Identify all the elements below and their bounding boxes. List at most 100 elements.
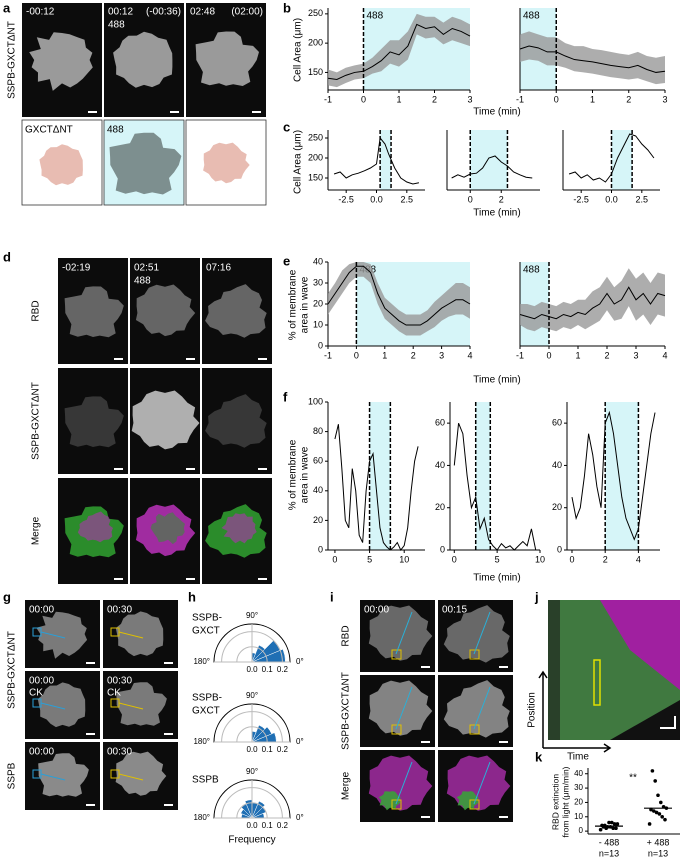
cell bbox=[221, 513, 257, 544]
r-tick-label: 0.0 bbox=[246, 745, 258, 754]
x-tick-label: -1 bbox=[516, 94, 524, 104]
light-region bbox=[470, 130, 508, 190]
cell bbox=[109, 132, 182, 195]
row-label: SSPB bbox=[7, 762, 18, 789]
y-axis-label: RBD extinction bbox=[550, 774, 560, 830]
light-region bbox=[605, 402, 639, 550]
polar-frame bbox=[213, 623, 291, 663]
y-tick-label: 200 bbox=[308, 38, 323, 48]
plot-title: SSPB- bbox=[192, 613, 222, 624]
rose-bar bbox=[251, 644, 266, 663]
direction bbox=[473, 686, 491, 730]
y-tick-label: 20 bbox=[313, 298, 323, 308]
ref-time: (02:00) bbox=[231, 7, 263, 18]
y-tick-label: 40 bbox=[313, 485, 323, 495]
x-tick-label: 0 bbox=[332, 554, 337, 564]
panel-label: d bbox=[3, 249, 11, 264]
row-label: SSPB-GXCTΔNT bbox=[7, 631, 18, 709]
panel-label: g bbox=[3, 589, 11, 604]
plot-title: SSPB- bbox=[192, 693, 222, 704]
x-tick-label: 1 bbox=[575, 350, 580, 360]
scale-bar bbox=[660, 716, 676, 729]
data-line bbox=[453, 422, 537, 551]
y-tick-label: 10 bbox=[574, 812, 583, 821]
cell bbox=[115, 611, 164, 657]
x-tick-label: 2 bbox=[432, 94, 437, 104]
y-tick-label: 10 bbox=[313, 319, 323, 329]
cell bbox=[150, 512, 185, 545]
x-tick-label: 2 bbox=[499, 194, 504, 204]
data-point bbox=[612, 822, 617, 826]
plot-title: SSPB bbox=[192, 775, 219, 786]
plot-title: GXCT bbox=[192, 706, 220, 717]
roi bbox=[469, 799, 480, 810]
x-tick-label: -2.5 bbox=[338, 194, 354, 204]
direction bbox=[40, 702, 66, 710]
x-tick-label: 2.5 bbox=[636, 194, 649, 204]
time-stamp: 02:51 bbox=[134, 263, 159, 274]
data-point bbox=[653, 779, 657, 783]
n-label: n=13 bbox=[648, 848, 668, 858]
cell bbox=[135, 284, 196, 337]
time-stamp: 07:16 bbox=[206, 263, 231, 274]
cell bbox=[368, 605, 433, 661]
y-tick-label: 40 bbox=[574, 769, 583, 778]
cell bbox=[39, 144, 83, 186]
x-axis-label: Time (min) bbox=[473, 573, 520, 584]
x-tick-label: 0 bbox=[452, 554, 457, 564]
row-label: Merge bbox=[341, 771, 352, 800]
light-region bbox=[369, 402, 391, 550]
r-tick-label: 0.2 bbox=[277, 821, 289, 830]
x-tick-label: 0 bbox=[546, 350, 551, 360]
time-stamp: 00:30 bbox=[107, 605, 132, 616]
x-tick-label: 2 bbox=[411, 350, 416, 360]
x-tick-label: 1 bbox=[382, 350, 387, 360]
row-label: SSPB-GXCTΔNT bbox=[31, 382, 42, 460]
x-tick-label: -2.5 bbox=[573, 194, 589, 204]
roi bbox=[469, 649, 480, 660]
panel-label: e bbox=[283, 253, 290, 268]
x-axis-label: Time (min) bbox=[473, 208, 520, 219]
rose-bar bbox=[251, 724, 266, 743]
cell bbox=[203, 142, 250, 184]
y-tick-label: 40 bbox=[552, 460, 562, 470]
x-tick-label: 4 bbox=[636, 554, 641, 564]
x-tick-label: 3 bbox=[439, 350, 444, 360]
data-point bbox=[650, 769, 655, 773]
plot-title: GXCT bbox=[192, 626, 220, 637]
x-tick-label: + 488 bbox=[647, 837, 670, 847]
angle-tick-label: 90° bbox=[246, 611, 258, 620]
light-region bbox=[611, 130, 633, 190]
angle-tick-label: 0° bbox=[296, 737, 304, 746]
time-stamp: 00:00 bbox=[29, 605, 54, 616]
light-label: 488 bbox=[134, 276, 151, 287]
r-tick-label: 0.1 bbox=[262, 745, 274, 754]
y-tick-label: 20 bbox=[435, 502, 445, 512]
x-tick-label: 5 bbox=[367, 554, 372, 564]
data-line bbox=[519, 286, 666, 320]
row-label: RBD bbox=[341, 625, 352, 646]
x-tick-label: 0 bbox=[554, 94, 559, 104]
panel-label: h bbox=[188, 589, 196, 604]
ref-time: (-00:36) bbox=[146, 7, 181, 18]
cell bbox=[37, 682, 86, 728]
direction bbox=[395, 611, 413, 655]
y-tick-label: 0 bbox=[318, 340, 323, 350]
cell bbox=[443, 605, 510, 663]
data-point bbox=[663, 817, 667, 822]
x-tick-label: 0 bbox=[468, 194, 473, 204]
x-tick-label: 10 bbox=[399, 554, 409, 564]
r-tick-label: 0.1 bbox=[262, 821, 274, 830]
time-stamp: 00:00 bbox=[29, 676, 54, 687]
y-tick-label: 20 bbox=[574, 798, 583, 807]
x-tick-label: 4 bbox=[467, 350, 472, 360]
direction bbox=[395, 686, 413, 730]
x-tick-label: 0 bbox=[361, 94, 366, 104]
r-tick-label: 0.2 bbox=[277, 665, 289, 674]
axis-arrow bbox=[538, 670, 612, 753]
y-tick-label: 60 bbox=[435, 418, 445, 428]
light-region bbox=[380, 130, 392, 190]
row-label: SSPB-GXCTΔNT bbox=[7, 21, 18, 99]
y-tick-label: 40 bbox=[435, 460, 445, 470]
y-axis-label: Cell Area (μm) bbox=[293, 130, 304, 194]
